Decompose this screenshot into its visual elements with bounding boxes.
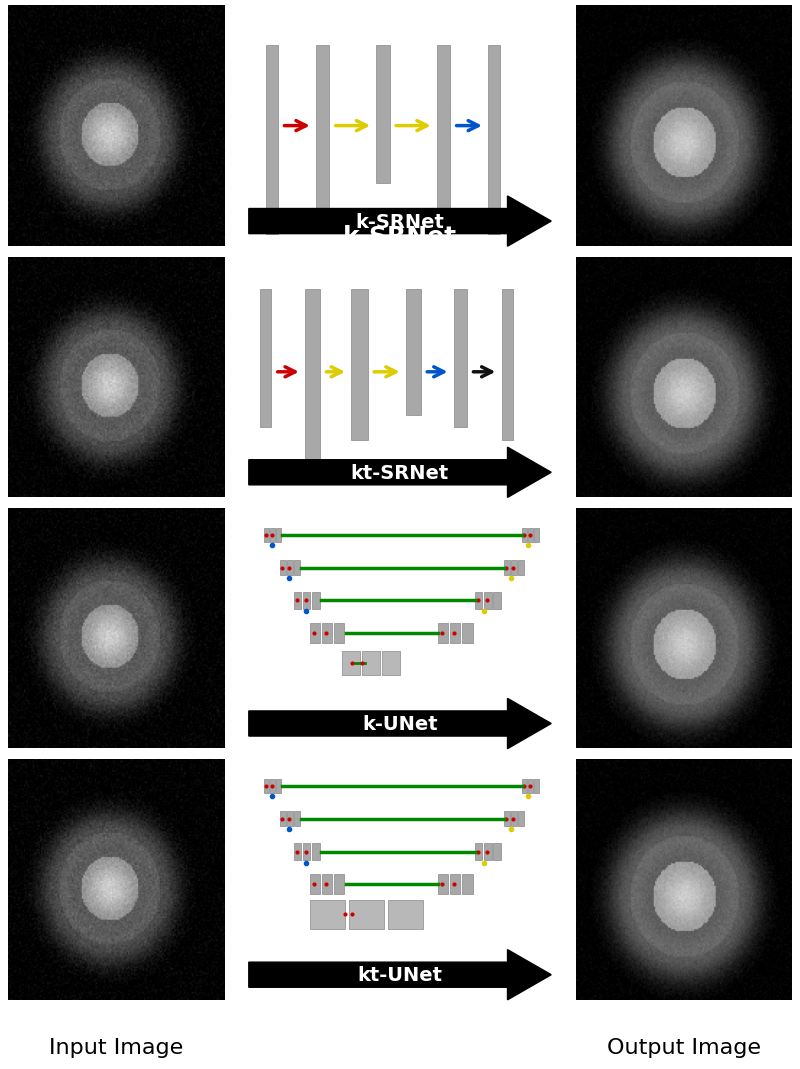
FancyBboxPatch shape	[264, 528, 270, 542]
FancyBboxPatch shape	[382, 651, 400, 676]
Polygon shape	[249, 447, 551, 497]
FancyBboxPatch shape	[270, 779, 275, 793]
Text: Output Image: Output Image	[607, 1038, 761, 1057]
FancyBboxPatch shape	[322, 623, 332, 644]
FancyBboxPatch shape	[502, 289, 514, 439]
FancyBboxPatch shape	[484, 843, 491, 861]
FancyBboxPatch shape	[462, 874, 473, 895]
FancyBboxPatch shape	[322, 874, 332, 895]
FancyBboxPatch shape	[522, 528, 526, 542]
Text: k-SRNet: k-SRNet	[355, 213, 445, 232]
FancyBboxPatch shape	[294, 560, 300, 575]
FancyBboxPatch shape	[310, 874, 320, 895]
FancyBboxPatch shape	[438, 874, 448, 895]
FancyBboxPatch shape	[511, 811, 517, 826]
FancyBboxPatch shape	[310, 623, 320, 644]
FancyBboxPatch shape	[493, 843, 501, 861]
Text: Input Image: Input Image	[49, 1038, 183, 1057]
FancyBboxPatch shape	[270, 528, 275, 542]
FancyBboxPatch shape	[303, 592, 310, 609]
FancyBboxPatch shape	[312, 592, 319, 609]
FancyBboxPatch shape	[310, 900, 346, 929]
FancyBboxPatch shape	[387, 900, 423, 929]
FancyBboxPatch shape	[475, 592, 482, 609]
FancyBboxPatch shape	[280, 811, 286, 826]
Text: k-UNet: k-UNet	[362, 715, 438, 734]
FancyBboxPatch shape	[438, 623, 448, 644]
FancyBboxPatch shape	[334, 874, 344, 895]
FancyBboxPatch shape	[450, 623, 461, 644]
Polygon shape	[249, 949, 551, 1000]
FancyBboxPatch shape	[362, 651, 380, 676]
FancyBboxPatch shape	[484, 592, 491, 609]
Text: kt-UNet: kt-UNet	[358, 966, 442, 986]
FancyBboxPatch shape	[276, 528, 282, 542]
FancyBboxPatch shape	[475, 843, 482, 861]
FancyBboxPatch shape	[377, 45, 390, 184]
FancyBboxPatch shape	[522, 779, 526, 793]
FancyBboxPatch shape	[312, 843, 319, 861]
FancyBboxPatch shape	[260, 289, 271, 427]
Text: k-SRNet: k-SRNet	[343, 224, 457, 249]
FancyBboxPatch shape	[504, 811, 510, 826]
FancyBboxPatch shape	[266, 45, 278, 234]
FancyBboxPatch shape	[454, 289, 467, 427]
FancyBboxPatch shape	[264, 779, 270, 793]
FancyBboxPatch shape	[493, 592, 501, 609]
FancyBboxPatch shape	[534, 779, 538, 793]
FancyBboxPatch shape	[334, 623, 344, 644]
FancyBboxPatch shape	[462, 623, 473, 644]
FancyBboxPatch shape	[534, 528, 538, 542]
FancyBboxPatch shape	[488, 45, 500, 234]
Text: kt-SRNet: kt-SRNet	[351, 464, 449, 483]
FancyBboxPatch shape	[294, 592, 302, 609]
Polygon shape	[249, 698, 551, 748]
FancyBboxPatch shape	[294, 811, 300, 826]
FancyBboxPatch shape	[305, 289, 320, 465]
FancyBboxPatch shape	[504, 560, 510, 575]
FancyBboxPatch shape	[349, 900, 384, 929]
FancyBboxPatch shape	[518, 560, 524, 575]
FancyBboxPatch shape	[316, 45, 330, 208]
FancyBboxPatch shape	[437, 45, 450, 208]
FancyBboxPatch shape	[450, 874, 461, 895]
FancyBboxPatch shape	[286, 811, 293, 826]
FancyBboxPatch shape	[518, 811, 524, 826]
FancyBboxPatch shape	[342, 651, 360, 676]
FancyBboxPatch shape	[276, 779, 282, 793]
FancyBboxPatch shape	[303, 843, 310, 861]
FancyBboxPatch shape	[528, 779, 533, 793]
FancyBboxPatch shape	[351, 289, 368, 439]
FancyBboxPatch shape	[280, 560, 286, 575]
FancyBboxPatch shape	[294, 843, 302, 861]
FancyBboxPatch shape	[511, 560, 517, 575]
FancyBboxPatch shape	[528, 528, 533, 542]
FancyBboxPatch shape	[286, 560, 293, 575]
Polygon shape	[249, 196, 551, 246]
FancyBboxPatch shape	[406, 289, 421, 415]
